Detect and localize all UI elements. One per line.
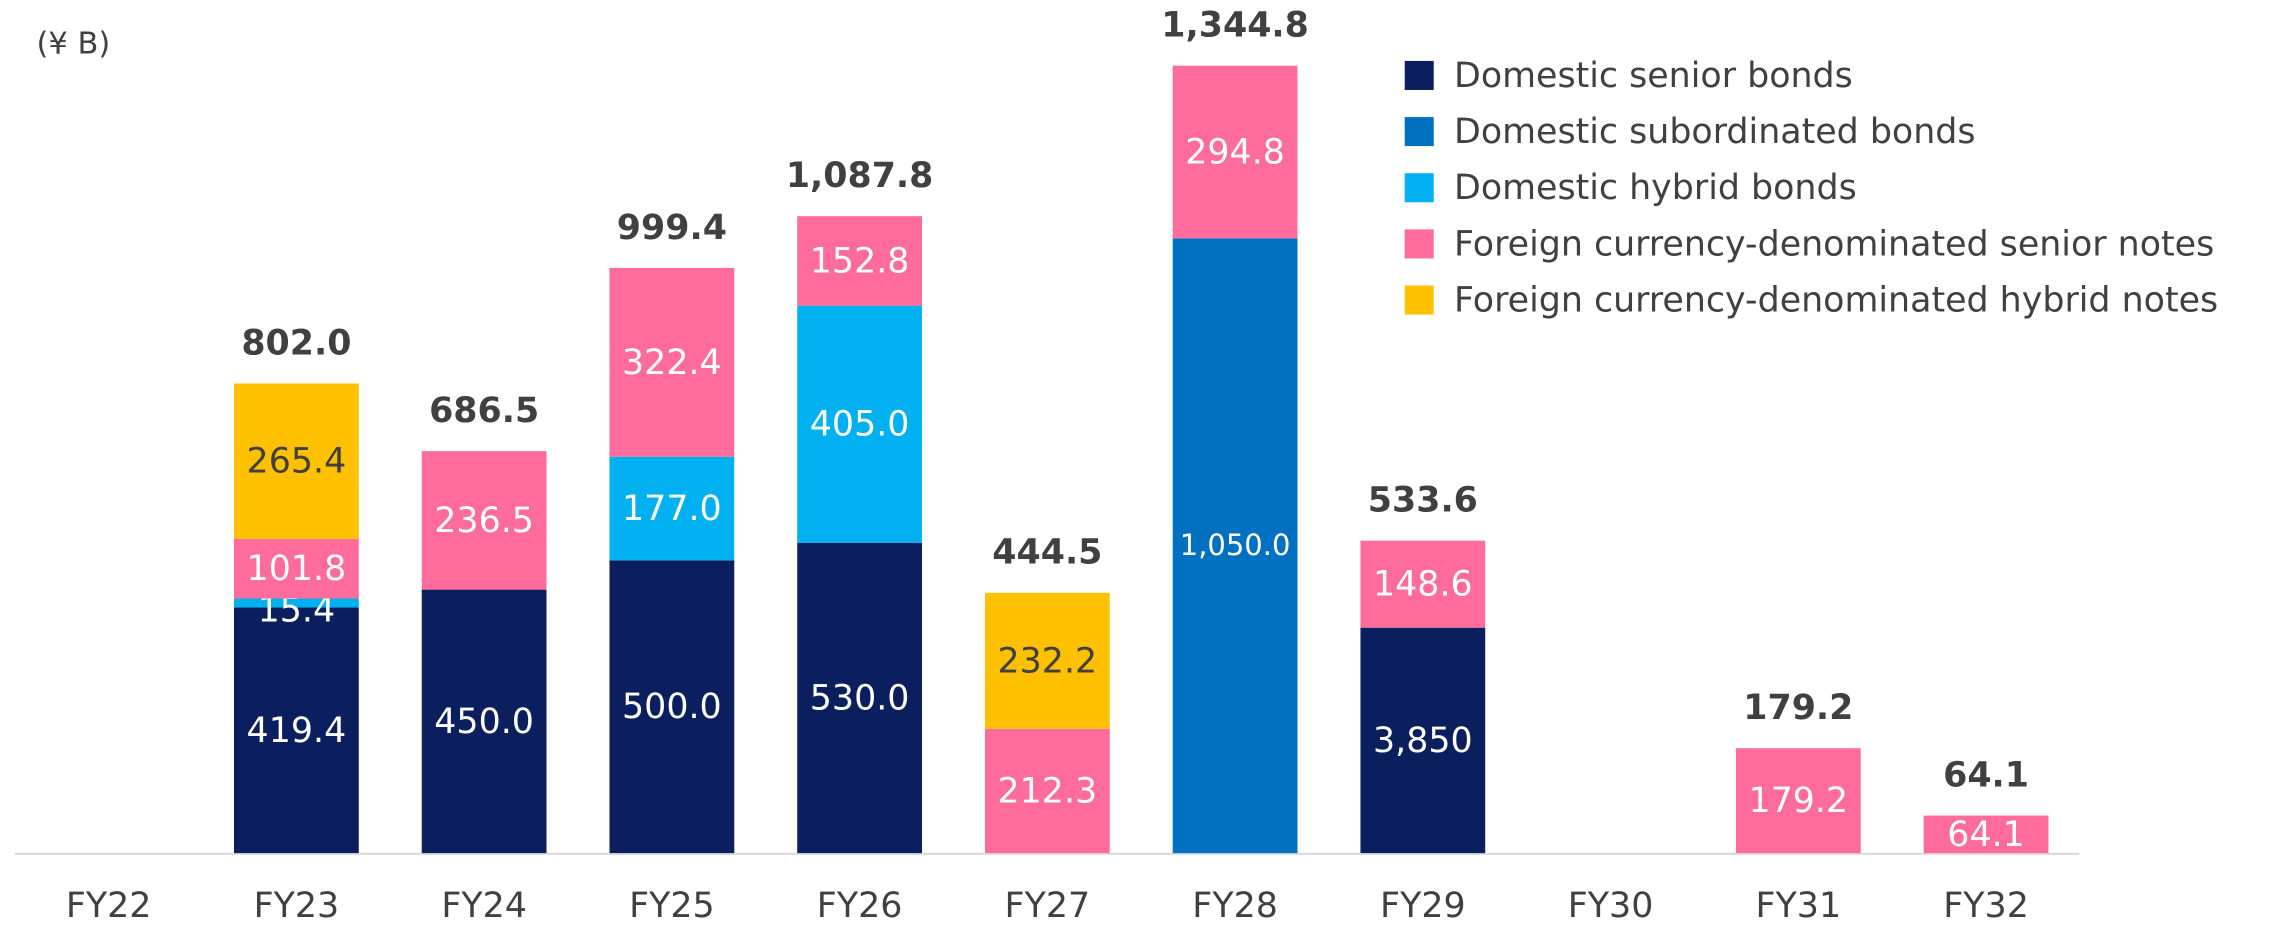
bar-segment	[609, 456, 735, 561]
value-label: 177.0	[622, 489, 722, 529]
bar-segment	[234, 383, 359, 539]
value-label: 500.0	[622, 687, 722, 727]
total-label: 533.6	[1368, 480, 1478, 520]
value-label: 101.8	[247, 549, 347, 589]
value-label: 148.6	[1373, 565, 1473, 605]
value-label: 152.8	[810, 241, 910, 281]
value-label: 212.3	[998, 771, 1098, 811]
legend-swatch	[1404, 229, 1434, 259]
value-label: 265.4	[247, 442, 347, 482]
value-label: 1,050.0	[1180, 528, 1291, 562]
bar-segment	[1735, 748, 1861, 854]
bar-segment	[421, 451, 547, 590]
total-label: 179.2	[1743, 688, 1853, 728]
unit-label: (¥ B)	[37, 26, 111, 61]
legend-label: Domestic senior bonds	[1454, 56, 1853, 96]
value-label: 179.2	[1748, 781, 1848, 821]
legend-label: Foreign currency-denominated hybrid note…	[1454, 280, 2218, 320]
bar-segment	[1172, 65, 1298, 239]
bar-segment	[1360, 540, 1486, 628]
legend-swatch	[1404, 285, 1434, 315]
total-label: 999.4	[617, 208, 727, 248]
total-label: 64.1	[1943, 755, 2029, 795]
value-label: 450.0	[434, 702, 534, 742]
value-label: 530.0	[810, 678, 910, 718]
bar-segment	[1360, 627, 1486, 854]
value-label: 3,850	[1373, 721, 1473, 761]
bar-segment	[421, 589, 547, 854]
x-tick-label: FY22	[66, 886, 152, 926]
legend-label: Domestic subordinated bonds	[1454, 112, 1976, 152]
x-tick-label: FY28	[1192, 886, 1278, 926]
legend-swatch	[1404, 60, 1434, 90]
total-label: 686.5	[429, 391, 539, 431]
legend-label: Foreign currency-denominated senior note…	[1454, 224, 2214, 264]
bar-segment	[797, 305, 923, 543]
total-label: 802.0	[241, 323, 351, 363]
x-tick-label: FY25	[629, 886, 715, 926]
bar-segment	[984, 592, 1110, 729]
x-tick-label: FY30	[1568, 886, 1654, 926]
bar-segment	[1923, 815, 2049, 854]
bar-segment	[234, 607, 359, 854]
bar-segment	[797, 216, 923, 306]
legend-swatch	[1404, 173, 1434, 203]
x-tick-label: FY27	[1005, 886, 1091, 926]
total-label: 1,087.8	[786, 156, 934, 196]
legend-swatch	[1404, 117, 1434, 147]
value-label: 419.4	[247, 711, 347, 751]
x-tick-label: FY32	[1943, 886, 2029, 926]
x-tick-label: FY26	[817, 886, 903, 926]
legend-label: Domestic hybrid bonds	[1454, 168, 1857, 208]
x-tick-label: FY23	[254, 886, 340, 926]
total-label: 1,344.8	[1161, 6, 1309, 46]
bar-segment	[797, 542, 923, 854]
bar-segment	[984, 728, 1110, 854]
value-label: 232.2	[998, 641, 1098, 681]
bar-segment	[609, 267, 735, 457]
value-label: 236.5	[434, 501, 534, 541]
total-label: 444.5	[992, 533, 1102, 573]
value-label: 322.4	[622, 343, 722, 383]
x-tick-label: FY24	[441, 886, 527, 926]
value-label: 294.8	[1185, 132, 1285, 172]
value-label: 405.0	[810, 405, 910, 445]
bar-segment	[234, 538, 359, 599]
bar-segment	[234, 598, 359, 608]
x-tick-label: FY29	[1380, 886, 1466, 926]
value-label: 64.1	[1947, 815, 2025, 855]
bar-segment	[1172, 238, 1298, 854]
x-tick-label: FY31	[1756, 886, 1842, 926]
bar-segment	[609, 560, 735, 854]
